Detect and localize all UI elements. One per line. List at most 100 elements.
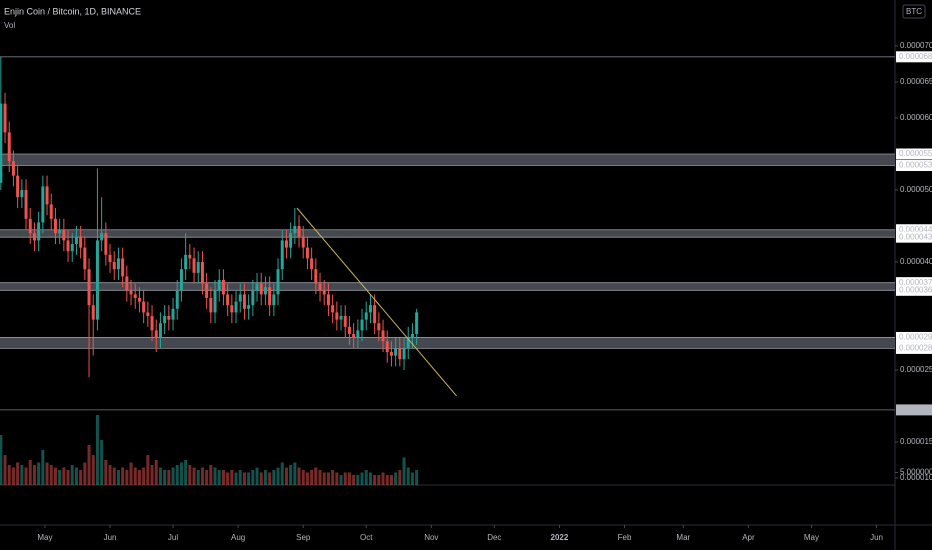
volume-bar (79, 470, 83, 485)
candle-body (171, 308, 175, 320)
volume-bar (49, 465, 53, 485)
x-tick-label: May (37, 533, 52, 542)
y-tick-label: 0.00001500 (900, 437, 932, 446)
volume-bar (402, 457, 406, 485)
volume-bar (125, 470, 129, 485)
candle-body (32, 233, 36, 241)
candle-body (37, 222, 41, 241)
volume-bar (28, 460, 32, 485)
zone (0, 337, 895, 349)
candle-body (209, 298, 213, 313)
x-tick-label: Jul (168, 533, 178, 542)
volume-bar (158, 467, 162, 485)
y-tick-label: 0.00001000 (900, 473, 932, 482)
volume-bar (83, 462, 87, 485)
candle-body (385, 341, 389, 353)
volume-bar (32, 465, 36, 485)
currency-box[interactable] (902, 4, 926, 19)
currency[interactable]: BTC (906, 7, 922, 16)
volume-bar (398, 470, 402, 485)
volume-bar (45, 462, 49, 485)
volume-bar (259, 472, 263, 485)
candle-body (251, 290, 255, 306)
x-tick-label: Jun (104, 533, 117, 542)
price-label: 0.00003713 (899, 278, 932, 287)
volume-bar (272, 470, 276, 485)
volume-bar (179, 462, 183, 485)
candle-body (87, 269, 91, 306)
candle-body (230, 305, 234, 313)
volume-bar (368, 472, 372, 485)
candle-body (11, 161, 15, 176)
candle-body (205, 283, 209, 299)
volume-bar (238, 470, 242, 485)
volume-bar (415, 470, 419, 485)
volume-bar (163, 470, 167, 485)
price-label-box (896, 224, 932, 236)
chart-title: Enjin Coin / Bitcoin, 1D, BINANCE (4, 6, 141, 16)
volume-bar (184, 460, 188, 485)
volume-bar (389, 475, 393, 485)
y-tick-label: 0.00007000 (900, 41, 932, 50)
volume-bar (209, 465, 213, 485)
candle-body (343, 316, 347, 327)
candle-body (184, 254, 188, 270)
volume-bar (305, 472, 309, 485)
price-label: 0.00004345 (899, 232, 932, 241)
volume-bar (74, 467, 78, 485)
price-label-box (896, 331, 932, 343)
volume-bar (205, 470, 209, 485)
volume-bar (196, 470, 200, 485)
candle-body (314, 269, 318, 284)
volume-bar (347, 472, 351, 485)
volume-bar (154, 460, 158, 485)
candle-body (310, 258, 314, 270)
x-tick-label: Dec (487, 533, 501, 542)
candle-body (272, 294, 276, 306)
volume-bar (221, 470, 225, 485)
volume-bar (318, 470, 322, 485)
x-tick-label: Jun (870, 533, 883, 542)
volume-bar (171, 467, 175, 485)
candle-body (410, 334, 414, 338)
volume-bar (247, 472, 251, 485)
volume-bar (394, 472, 398, 485)
volume-bar (280, 462, 284, 485)
candle-body (49, 204, 53, 219)
volume-bar (53, 467, 57, 485)
candle-body (364, 312, 368, 320)
candle-body (137, 298, 141, 302)
volume-bar (373, 475, 377, 485)
volume-bar (217, 470, 221, 485)
candle-body (79, 236, 83, 248)
zone (0, 229, 895, 238)
candle-body (175, 290, 179, 309)
zone (0, 282, 895, 291)
candle-body (66, 240, 70, 252)
candle-body (196, 262, 200, 273)
candle-body (284, 240, 288, 248)
volume-bar (95, 415, 99, 485)
candle-body (129, 290, 133, 295)
candle-body (280, 240, 284, 270)
candle-body (192, 258, 196, 273)
candle-body (125, 276, 129, 291)
candle-body (7, 132, 11, 162)
price-label: 0.00005500 (899, 149, 932, 158)
volume-bar (116, 470, 120, 485)
candle-body (373, 305, 377, 324)
candle-body (415, 312, 419, 335)
volume-bar (251, 470, 255, 485)
candle-body (268, 287, 272, 306)
candle-body (62, 229, 66, 241)
volume-bar (133, 467, 137, 485)
volume-bar (213, 467, 217, 485)
volume-bar (146, 455, 150, 485)
volume-bar (150, 465, 154, 485)
volume-bar (364, 470, 368, 485)
candle-body (3, 103, 7, 133)
candle-body (108, 254, 112, 263)
volume-bar (230, 470, 234, 485)
candle-body (356, 330, 360, 338)
candle-body (339, 316, 343, 320)
